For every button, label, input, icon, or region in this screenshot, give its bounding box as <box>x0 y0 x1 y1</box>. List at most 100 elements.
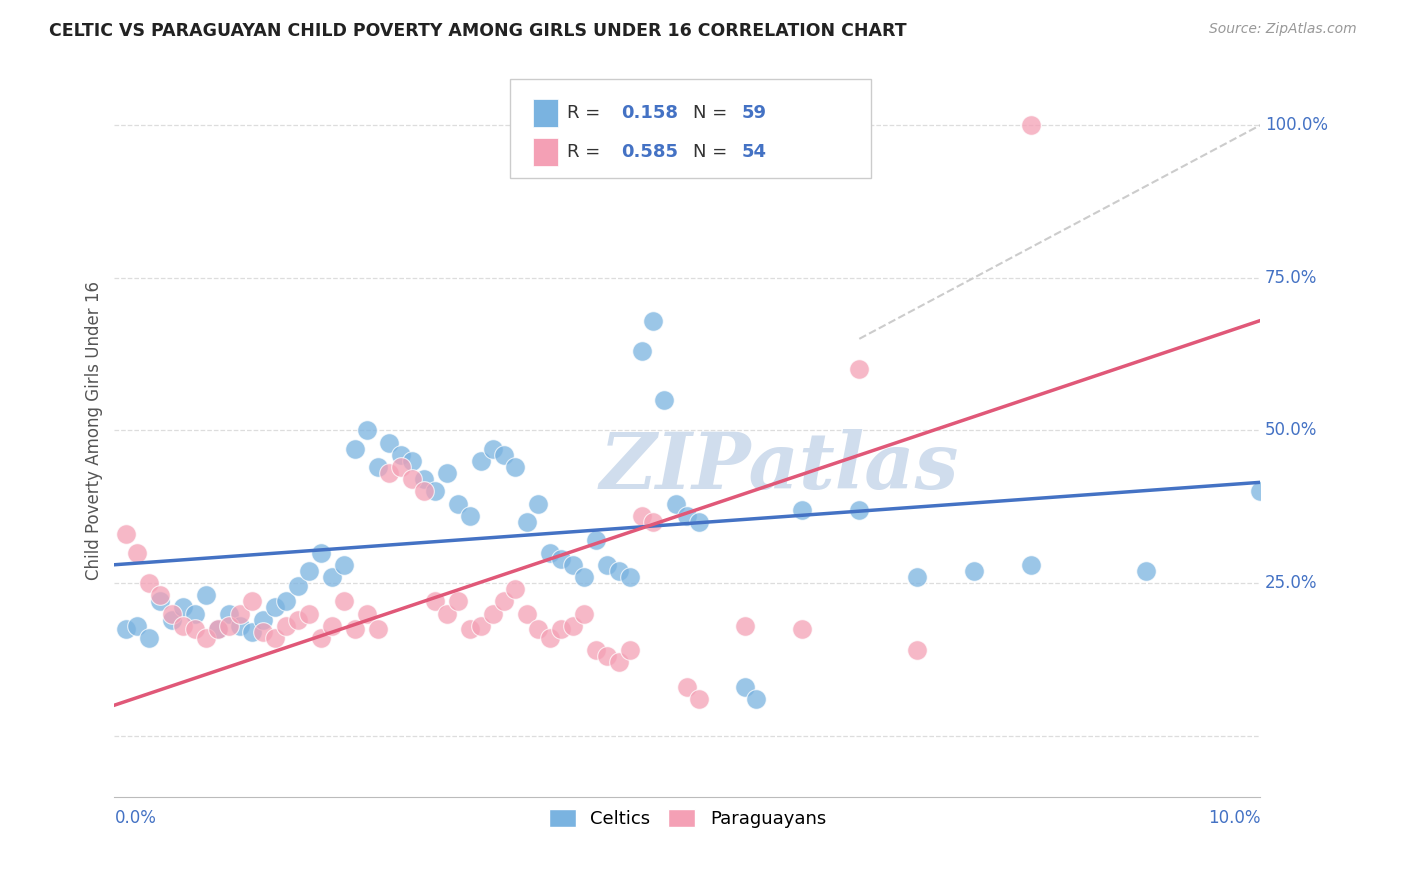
Point <box>654 392 676 407</box>
Point <box>149 594 172 608</box>
Point <box>905 643 928 657</box>
Point <box>309 545 332 559</box>
Point <box>298 607 321 621</box>
Point <box>550 551 572 566</box>
Point <box>287 579 309 593</box>
Point <box>229 607 252 621</box>
Point <box>630 344 652 359</box>
Point <box>481 442 503 456</box>
Point <box>332 558 354 572</box>
Text: 59: 59 <box>741 104 766 122</box>
Text: N =: N = <box>693 143 733 161</box>
Point <box>481 607 503 621</box>
Point <box>229 619 252 633</box>
Point <box>127 545 149 559</box>
Point <box>619 643 641 657</box>
Point <box>447 594 470 608</box>
Point <box>115 527 138 541</box>
Point <box>561 619 583 633</box>
Point <box>412 484 434 499</box>
Point <box>596 649 619 664</box>
Point <box>240 594 263 608</box>
Point <box>1249 484 1271 499</box>
Point <box>458 508 481 523</box>
Point <box>574 607 596 621</box>
Point <box>734 619 756 633</box>
Text: CELTIC VS PARAGUAYAN CHILD POVERTY AMONG GIRLS UNDER 16 CORRELATION CHART: CELTIC VS PARAGUAYAN CHILD POVERTY AMONG… <box>49 22 907 40</box>
Point <box>734 680 756 694</box>
Point <box>585 533 607 548</box>
Point <box>607 656 630 670</box>
Text: Source: ZipAtlas.com: Source: ZipAtlas.com <box>1209 22 1357 37</box>
Point <box>1019 558 1042 572</box>
Point <box>401 454 423 468</box>
Point <box>389 460 412 475</box>
Point <box>790 503 813 517</box>
Point <box>263 631 285 645</box>
Point <box>905 570 928 584</box>
Point <box>378 466 401 480</box>
Point <box>378 435 401 450</box>
Text: 75.0%: 75.0% <box>1265 268 1317 286</box>
Point <box>195 588 218 602</box>
Point <box>321 570 343 584</box>
Point <box>848 503 870 517</box>
Point <box>309 631 332 645</box>
Point <box>447 497 470 511</box>
Text: ZIPatlas: ZIPatlas <box>599 429 959 505</box>
Point <box>538 631 561 645</box>
Point <box>425 484 447 499</box>
Point <box>848 362 870 376</box>
Point <box>138 631 160 645</box>
Text: 50.0%: 50.0% <box>1265 421 1317 440</box>
Point <box>183 607 205 621</box>
Point <box>252 613 274 627</box>
Point <box>127 619 149 633</box>
Point <box>344 442 367 456</box>
Point <box>458 622 481 636</box>
Point <box>160 613 183 627</box>
FancyBboxPatch shape <box>510 78 870 178</box>
Point <box>367 622 389 636</box>
Point <box>1019 118 1042 132</box>
Point <box>492 448 515 462</box>
Point <box>619 570 641 584</box>
Point <box>207 622 229 636</box>
Point <box>344 622 367 636</box>
Point <box>1135 564 1157 578</box>
Legend: Celtics, Paraguayans: Celtics, Paraguayans <box>541 802 834 836</box>
Point <box>401 472 423 486</box>
Point <box>596 558 619 572</box>
Point <box>240 624 263 639</box>
Bar <box>533 99 558 127</box>
Text: 0.158: 0.158 <box>621 104 678 122</box>
Point <box>287 613 309 627</box>
Point <box>550 622 572 636</box>
Text: 0.585: 0.585 <box>621 143 678 161</box>
Point <box>665 497 688 511</box>
Point <box>790 622 813 636</box>
Point <box>160 607 183 621</box>
Point <box>505 582 527 597</box>
Point <box>263 600 285 615</box>
Point <box>149 588 172 602</box>
Point <box>298 564 321 578</box>
Point <box>527 497 550 511</box>
Y-axis label: Child Poverty Among Girls Under 16: Child Poverty Among Girls Under 16 <box>86 281 103 580</box>
Text: 54: 54 <box>741 143 766 161</box>
Bar <box>533 138 558 166</box>
Point <box>630 508 652 523</box>
Point <box>676 680 699 694</box>
Point <box>436 466 458 480</box>
Point <box>538 545 561 559</box>
Point <box>138 576 160 591</box>
Point <box>356 424 378 438</box>
Text: 100.0%: 100.0% <box>1265 116 1327 134</box>
Text: N =: N = <box>693 104 733 122</box>
Point <box>641 515 664 529</box>
Point <box>676 508 699 523</box>
Point <box>321 619 343 633</box>
Point <box>218 619 240 633</box>
Point <box>425 594 447 608</box>
Point <box>516 607 538 621</box>
